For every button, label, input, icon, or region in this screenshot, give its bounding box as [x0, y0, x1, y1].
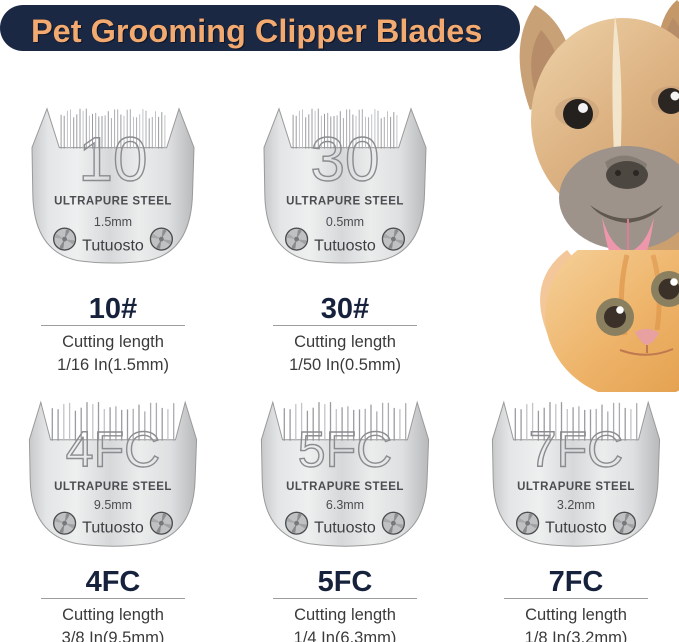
svg-text:ULTRAPURE STEEL: ULTRAPURE STEEL — [54, 481, 172, 493]
svg-text:9.5mm: 9.5mm — [94, 498, 132, 512]
svg-text:Tutuosto: Tutuosto — [314, 238, 376, 255]
svg-text:Tutuosto: Tutuosto — [545, 520, 607, 537]
svg-text:10: 10 — [79, 126, 148, 195]
svg-text:1.5mm: 1.5mm — [94, 215, 132, 229]
svg-text:ULTRAPURE STEEL: ULTRAPURE STEEL — [517, 481, 635, 493]
svg-text:Tutuosto: Tutuosto — [82, 520, 144, 537]
svg-text:ULTRAPURE STEEL: ULTRAPURE STEEL — [54, 196, 172, 208]
svg-text:5FC: 5FC — [298, 422, 392, 478]
svg-text:3.2mm: 3.2mm — [557, 498, 595, 512]
svg-text:ULTRAPURE STEEL: ULTRAPURE STEEL — [286, 196, 404, 208]
svg-text:0.5mm: 0.5mm — [326, 215, 364, 229]
svg-text:Tutuosto: Tutuosto — [82, 238, 144, 255]
svg-text:6.3mm: 6.3mm — [326, 498, 364, 512]
svg-text:7FC: 7FC — [529, 422, 623, 478]
svg-text:ULTRAPURE STEEL: ULTRAPURE STEEL — [286, 481, 404, 493]
svg-text:4FC: 4FC — [66, 422, 160, 478]
svg-text:Tutuosto: Tutuosto — [314, 520, 376, 537]
svg-text:30: 30 — [311, 126, 380, 195]
